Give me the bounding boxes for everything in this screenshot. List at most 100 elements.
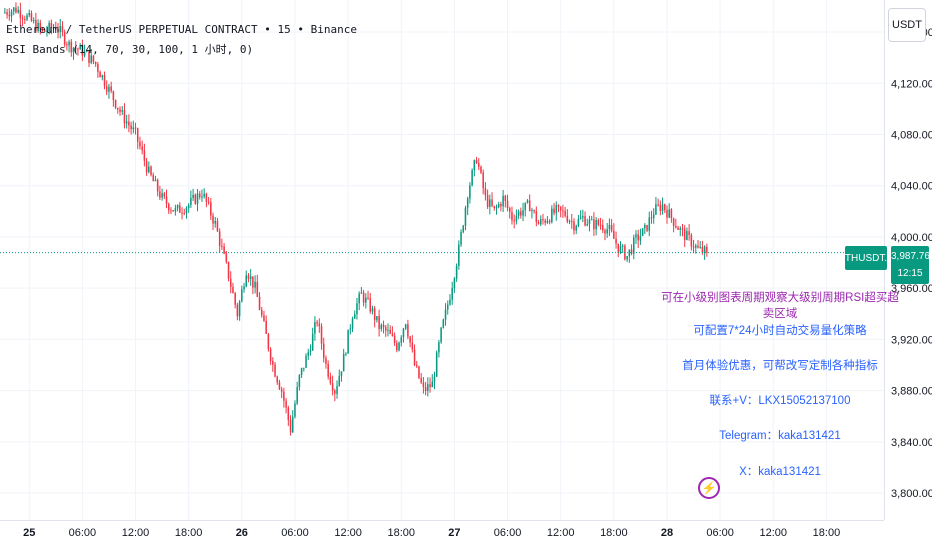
candle-body (694, 245, 697, 248)
candle-body (504, 195, 507, 201)
indicator-title[interactable]: RSI Bands (14, 70, 30, 100, 1 小时, 0) (6, 43, 254, 56)
candle-body (398, 342, 400, 351)
candle-body (141, 146, 143, 151)
candle-body (389, 329, 391, 334)
candle-body (119, 109, 121, 112)
candle-body (480, 166, 482, 173)
candle-body (311, 333, 314, 351)
candle-body (593, 219, 595, 230)
candle-body (429, 384, 431, 388)
price-tick-label: 3,800.00 (891, 488, 932, 500)
candle-body (79, 45, 81, 50)
candle-body (52, 27, 55, 29)
promo-line-1: 可在小级别图表周期观察大级别周期RSI超买超卖区域 (661, 292, 899, 320)
candle-body (216, 221, 219, 232)
candle-body (114, 99, 117, 108)
candle-body (331, 383, 334, 391)
time-tick-label: 06:00 (494, 527, 522, 539)
candle-body (451, 288, 453, 300)
candle-body (493, 205, 496, 209)
candle-body (387, 329, 389, 331)
candle-body (637, 234, 639, 241)
candle-body (526, 200, 529, 203)
candle-body (559, 206, 562, 211)
candle-body (442, 319, 445, 328)
candle-body (384, 327, 387, 331)
candle-body (608, 224, 611, 230)
candle-body (103, 75, 106, 87)
candle-body (491, 199, 493, 206)
candle-body (407, 324, 409, 337)
candle-body (367, 297, 369, 299)
candle-body (455, 265, 458, 279)
candle-body (413, 349, 416, 366)
candle-body (668, 209, 670, 218)
time-tick-label: 18:00 (175, 527, 203, 539)
time-tick-label: 06:00 (281, 527, 309, 539)
candle-body (570, 220, 573, 222)
candle-body (619, 245, 622, 253)
candle-body (291, 416, 294, 433)
candle-body (632, 237, 635, 254)
candle-body (318, 323, 321, 327)
candle-body (535, 211, 538, 223)
candle-body (666, 209, 668, 218)
candle-body (606, 229, 608, 234)
candle-body (617, 243, 620, 253)
candle-body (650, 217, 653, 219)
candle-body (579, 217, 582, 219)
candle-body (546, 220, 549, 223)
candle-body (604, 230, 606, 234)
candle-body (201, 196, 203, 198)
candle-body (245, 275, 248, 287)
candle-body (520, 211, 522, 216)
candle-body (334, 390, 336, 394)
candle-body (145, 160, 148, 173)
candle-body (371, 308, 374, 312)
candle-body (196, 193, 199, 204)
candle-body (156, 179, 159, 192)
candle-body (117, 107, 119, 110)
candle-body (424, 386, 427, 391)
candle-body (192, 194, 194, 198)
candle-body (420, 378, 422, 383)
candle-body (683, 228, 686, 241)
candle-body (4, 12, 6, 14)
symbol-title[interactable]: Ethereum / TetherUS PERPETUAL CONTRACT •… (6, 23, 357, 36)
candle-body (221, 245, 223, 247)
price-tick-label: 3,960.00 (891, 283, 932, 295)
candle-body (307, 352, 310, 356)
candle-body (280, 389, 283, 392)
candle-body (409, 336, 411, 343)
candle-body (294, 403, 296, 417)
candle-body (353, 314, 356, 319)
candle-body (55, 27, 57, 29)
candle-body (427, 384, 429, 391)
candle-body (300, 368, 303, 375)
candle-body (190, 197, 192, 206)
candle-body (181, 212, 183, 214)
candle-body (83, 51, 86, 56)
candle-body (232, 286, 234, 294)
candle-body (586, 224, 589, 226)
currency-button[interactable]: USDT (888, 8, 926, 42)
candle-body (176, 205, 179, 209)
candle-body (513, 220, 515, 222)
candle-body (449, 299, 451, 305)
candle-body (287, 407, 290, 420)
candle-body (433, 376, 436, 382)
candle-body (599, 224, 602, 226)
candle-body (305, 355, 307, 368)
candle-body (648, 217, 651, 231)
promo-line-2: 可配置7*24小时自动交易量化策略 (693, 325, 867, 337)
bolt-icon[interactable]: ⚡ (698, 477, 720, 499)
candle-body (72, 47, 75, 53)
promo-line-3: 首月体验优惠，可帮改写定制各种指标 (682, 360, 878, 372)
candle-body (258, 296, 261, 310)
candle-body (66, 44, 68, 46)
candle-body (68, 41, 70, 46)
candle-body (174, 208, 177, 212)
candle-body (267, 333, 270, 350)
candle-body (524, 202, 527, 211)
